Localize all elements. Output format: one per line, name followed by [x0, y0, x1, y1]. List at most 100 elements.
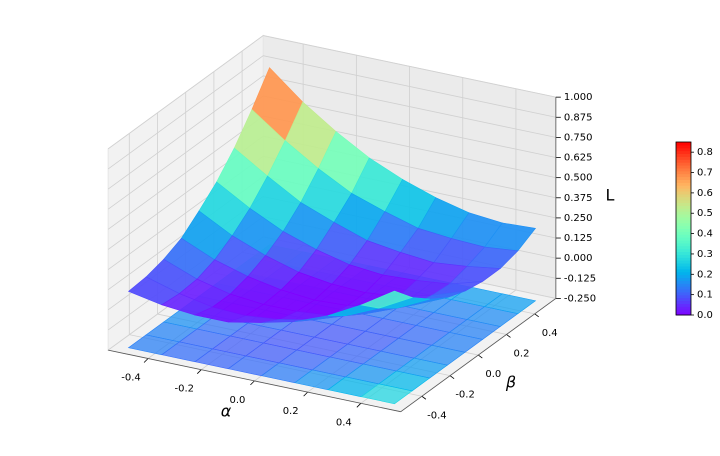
colorbar-segment [676, 150, 691, 155]
colorbar-segment [676, 225, 691, 229]
colorbar-segment [676, 234, 691, 238]
z-tick-label: 0.875 [564, 112, 593, 123]
colorbar-segment [676, 144, 691, 149]
z-tick-label: -0.125 [564, 273, 596, 284]
colorbar-segment [676, 156, 691, 160]
colorbar-segment [676, 260, 691, 264]
z-tick-label: 0.250 [564, 213, 593, 224]
x-tick-label: 0.4 [336, 417, 352, 428]
colorbar-segment [676, 199, 691, 204]
colorbar-segment [676, 202, 691, 206]
colorbar-segment [676, 211, 691, 215]
grid-line [107, 35, 556, 150]
x-tick [143, 358, 149, 363]
z-tick-label: 1.000 [564, 92, 593, 103]
colorbar-segment [676, 176, 691, 180]
z-tick-label: 0.000 [564, 253, 593, 264]
z-tick-label: 0.625 [564, 153, 593, 164]
colorbar-segment [676, 268, 691, 273]
colorbar-segment [676, 208, 691, 212]
colorbar-tick-label: 0.7 [697, 168, 713, 179]
colorbar-segment [676, 162, 691, 166]
floor-contour-cell [483, 293, 537, 314]
colorbar-segment [676, 179, 691, 183]
colorbar-segment [676, 306, 691, 310]
axis-line [400, 298, 557, 413]
y-tick [534, 313, 539, 318]
z-tick-label: 0.375 [564, 193, 593, 204]
colorbar-segment [676, 191, 691, 195]
colorbar-segment [676, 248, 691, 253]
colorbar-tick-label: 0.3 [697, 249, 713, 260]
colorbar-segment [676, 237, 691, 241]
colorbar-segment [676, 271, 691, 276]
colorbar-segment [676, 297, 691, 302]
colorbar-segment [676, 274, 691, 279]
colorbar-segment [676, 294, 691, 299]
x-tick-label: 0.2 [283, 406, 299, 417]
z-tick-label: 0.125 [564, 233, 593, 244]
colorbar-segment [676, 142, 691, 146]
colorbar-segment [676, 214, 691, 218]
x-tick [250, 380, 255, 386]
colorbar-segment [676, 280, 691, 284]
colorbar-segment [676, 219, 691, 224]
x-axis-label: α [221, 402, 232, 421]
colorbar-segment [676, 205, 691, 209]
colorbar-segment [676, 303, 691, 307]
colorbar-segment [676, 254, 691, 258]
colorbar-segment [676, 289, 691, 293]
colorbar-tick-label: 0.2 [697, 269, 713, 280]
colorbar-segment [676, 257, 691, 261]
y-axis-label: β [505, 373, 516, 392]
colorbar-segment [676, 147, 691, 152]
y-tick [421, 395, 427, 400]
colorbar-segment [676, 245, 691, 250]
colorbar-segment [676, 182, 691, 186]
surface-cell [360, 290, 414, 309]
colorbar-segment [676, 216, 691, 221]
colorbar-segment [676, 170, 691, 175]
colorbar-segment [676, 263, 691, 267]
y-tick-label: 0.0 [485, 369, 501, 380]
colorbar-segment [676, 231, 691, 235]
z-tick-label: 0.500 [564, 173, 593, 184]
y-tick [506, 334, 511, 338]
z-tick-label: 0.750 [564, 132, 593, 143]
colorbar-segment [676, 159, 691, 163]
x-tick [303, 391, 308, 397]
colorbar-segment [676, 193, 691, 198]
colorbar-tick-label: 0.4 [697, 229, 713, 240]
colorbar-tick-label: 0.0 [697, 310, 713, 321]
colorbar-segment [676, 173, 691, 178]
colorbar-segment [676, 228, 691, 232]
colorbar-segment [676, 242, 691, 247]
colorbar-segment [676, 222, 691, 227]
colorbar-segment [676, 240, 691, 244]
colorbar-segment [676, 196, 691, 201]
grid-line [107, 55, 556, 170]
colorbar-segment [676, 277, 691, 281]
colorbar-frame [675, 141, 692, 316]
x-tick-label: -0.2 [174, 384, 194, 395]
colorbar-segment [676, 309, 691, 313]
z-axis-label: L [606, 186, 615, 205]
x-tick-label: -0.4 [121, 373, 141, 384]
colorbar-segment [676, 165, 691, 169]
y-tick-label: -0.4 [427, 410, 447, 421]
colorbar-segment [676, 283, 691, 287]
colorbar-segment [676, 167, 691, 172]
y-tick-label: 0.4 [542, 328, 558, 339]
colorbar-tick-label: 0.8 [697, 147, 713, 158]
colorbar-segment [676, 286, 691, 290]
colorbar-segment [676, 291, 691, 296]
x-tick-label: 0.0 [229, 395, 245, 406]
colorbar-segment [676, 153, 691, 157]
x-tick [356, 403, 362, 408]
colorbar-segment [676, 300, 691, 304]
grid-line [107, 75, 556, 190]
colorbar-segment [676, 185, 691, 189]
y-tick [478, 354, 483, 359]
colorbar-tick-label: 0.5 [697, 208, 713, 219]
